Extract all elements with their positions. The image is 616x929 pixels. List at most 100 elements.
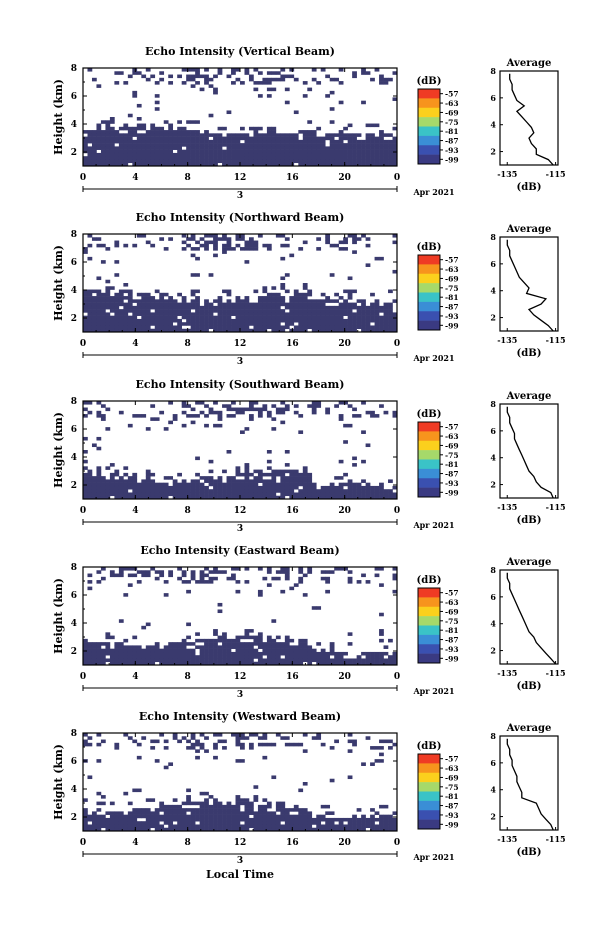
heatmap-cell: [195, 632, 200, 636]
heatmap-cell: [204, 749, 209, 753]
heatmap-cell: [217, 609, 223, 614]
heatmap-cell: [213, 156, 218, 160]
heatmap-cell: [145, 302, 151, 307]
heatmap-cell: [114, 573, 120, 578]
colorbar-tick-label: -63: [445, 99, 459, 108]
heatmap-cell: [145, 156, 151, 160]
heatmap-cell: [284, 492, 290, 497]
heatmap-cell: [379, 130, 384, 134]
date-label: Apr 2021: [412, 520, 454, 530]
heatmap-cell: [302, 489, 308, 493]
heatmap-cell: [154, 325, 160, 330]
heatmap-cell: [141, 648, 147, 653]
heatmap-cell: [145, 573, 151, 578]
heatmap-cell: [190, 328, 196, 333]
heatmap-cell: [231, 804, 236, 809]
heatmap-cell: [105, 821, 111, 825]
heatmap-cell: [91, 309, 97, 313]
heatmap-cell: [302, 309, 308, 313]
heatmap-cells: [83, 234, 398, 333]
heatmap-cell: [338, 492, 344, 497]
heatmap-cell: [83, 247, 88, 251]
heatmap-cell: [257, 736, 263, 740]
heatmap-cell: [118, 133, 124, 137]
heatmap-cell: [190, 315, 196, 320]
heatmap-cell: [338, 146, 344, 150]
heatmap-cell: [186, 309, 191, 313]
average-title: Average: [506, 391, 552, 402]
heatmap-cell: [352, 817, 357, 822]
heatmap-cell: [141, 661, 147, 666]
heatmap-cell: [257, 156, 263, 160]
heatmap-cell: [145, 152, 151, 157]
heatmap-cell: [298, 152, 304, 157]
heatmap-cell: [240, 817, 245, 822]
heatmap-cell: [159, 814, 165, 819]
heatmap-cell: [96, 648, 102, 653]
heatmap-cell: [150, 146, 156, 150]
heatmap-cell: [248, 629, 254, 633]
heatmap-cell: [96, 123, 102, 128]
heatmap-cell: [244, 648, 250, 653]
heatmap-cell: [253, 635, 259, 640]
heatmap-cell: [275, 296, 281, 300]
heatmap-cell: [145, 427, 151, 431]
heatmap-cell: [293, 139, 299, 144]
heatmap-cell: [257, 152, 263, 157]
heatmap-cell: [199, 733, 205, 737]
heatmap-cell: [204, 655, 209, 659]
heatmap-cell: [248, 309, 254, 313]
heatmap-cell: [289, 143, 295, 147]
heatmap-cell: [186, 143, 191, 147]
heatmap-cell: [253, 133, 259, 137]
heatmap-cell: [83, 130, 88, 134]
heatmap-cell: [352, 152, 357, 157]
heatmap-cell: [374, 325, 380, 330]
heatmap-cell: [356, 156, 362, 160]
heatmap-cell: [262, 817, 268, 822]
heatmap-cell: [190, 746, 196, 750]
heatmap-cell: [208, 576, 214, 581]
heatmap-cell: [127, 325, 133, 330]
heatmap-cell: [383, 81, 389, 85]
heatmap-cell: [235, 318, 241, 323]
heatmap-cell: [262, 328, 268, 333]
heatmap-cell: [275, 143, 281, 147]
heatmap-cell: [91, 152, 97, 157]
heatmap-cell: [338, 133, 344, 137]
heatmap-cell: [226, 476, 232, 480]
heatmap-cell: [388, 655, 393, 659]
heatmap-cell: [87, 410, 93, 415]
heatmap-cell: [240, 485, 245, 490]
heatmap-cell: [199, 237, 205, 241]
heatmap-cell: [275, 71, 281, 75]
heatmap-cell: [352, 495, 357, 500]
heatmap-cell: [347, 824, 353, 829]
heatmap-cell: [177, 328, 182, 333]
heatmap-cell: [370, 136, 375, 141]
heatmap-cell: [100, 143, 106, 147]
heatmap-cell: [136, 318, 142, 323]
heatmap-cell: [284, 485, 290, 490]
heatmap-cell: [213, 479, 218, 483]
heatmap-cell: [235, 742, 241, 747]
heatmap-cell: [329, 661, 335, 666]
heatmap-cell: [114, 81, 120, 85]
heatmap-cell: [87, 651, 93, 656]
heatmap-cells: [83, 68, 398, 167]
heatmap-cell: [240, 318, 245, 323]
heatmap-cell: [181, 159, 187, 164]
heatmap-cell: [91, 824, 97, 829]
heatmap-cell: [316, 322, 322, 326]
heatmap-cell: [163, 156, 169, 160]
heatmap-cell: [118, 476, 124, 480]
heatmap-cell: [329, 243, 335, 248]
heatmap-cell: [334, 661, 339, 666]
heatmap-cell: [109, 318, 115, 323]
heatmap-cell: [280, 302, 286, 307]
heatmap-cell: [240, 798, 245, 802]
heatmap-cell: [213, 159, 218, 164]
heatmap-cell: [388, 305, 393, 310]
heatmap-cell: [347, 328, 353, 333]
heatmap-cell: [316, 814, 322, 819]
